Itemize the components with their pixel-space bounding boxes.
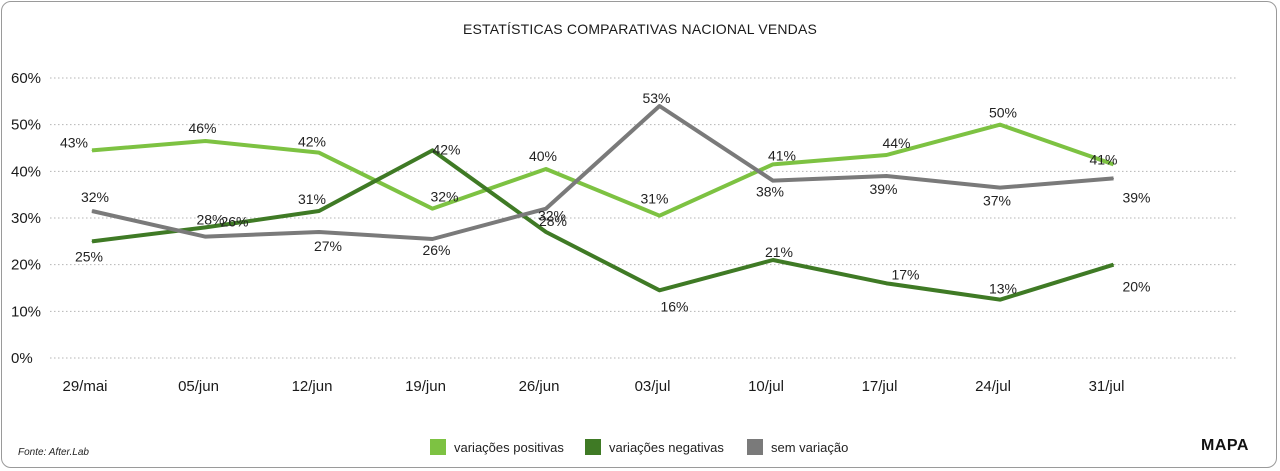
data-point bbox=[659, 105, 660, 107]
data-label: 28% bbox=[539, 213, 567, 229]
data-label: 43% bbox=[60, 134, 88, 150]
data-label: 31% bbox=[298, 191, 326, 207]
data-point bbox=[545, 231, 547, 233]
data-point bbox=[205, 140, 206, 142]
data-point bbox=[91, 149, 93, 151]
data-label: 44% bbox=[882, 135, 910, 151]
legend-swatch-negative bbox=[585, 439, 601, 455]
legend-label-negative: variações negativas bbox=[609, 439, 724, 455]
data-point bbox=[91, 210, 93, 212]
data-label: 42% bbox=[432, 141, 460, 157]
data-point bbox=[432, 208, 433, 210]
brand-logo: MAPA bbox=[1201, 437, 1249, 454]
data-label: 32% bbox=[81, 189, 109, 205]
line-chart: 0% 10% 20% 30% 40% 50% 60% 29/mai 05/jun 12/jun 19… bbox=[11, 70, 1238, 395]
source-note: Fonte: After.Lab bbox=[18, 447, 89, 458]
legend-item-positive: variações positivas bbox=[430, 439, 564, 455]
x-tick-label: 03/jul bbox=[635, 378, 671, 395]
x-tick-label: 29/mai bbox=[62, 378, 107, 395]
data-point bbox=[91, 240, 93, 242]
legend-swatch-positive bbox=[430, 439, 446, 455]
data-point bbox=[772, 163, 774, 165]
data-point bbox=[999, 299, 1001, 301]
x-tick-label: 24/jul bbox=[975, 378, 1011, 395]
data-point bbox=[205, 236, 206, 238]
y-tick-label: 40% bbox=[11, 163, 41, 180]
data-point bbox=[886, 175, 887, 177]
data-label: 39% bbox=[1122, 189, 1150, 205]
data-point bbox=[659, 289, 660, 291]
data-label: 37% bbox=[983, 193, 1011, 209]
data-point bbox=[318, 210, 320, 212]
data-label: 32% bbox=[430, 189, 458, 205]
data-label: 25% bbox=[75, 248, 103, 264]
legend-swatch-neutral bbox=[747, 439, 763, 455]
chart-title: ESTATÍSTICAS COMPARATIVAS NACIONAL VENDA… bbox=[462, 21, 818, 37]
data-label: 26% bbox=[220, 214, 248, 230]
data-point bbox=[318, 152, 320, 154]
x-tick-label: 12/jun bbox=[292, 378, 333, 395]
y-tick-label: 60% bbox=[11, 70, 41, 87]
data-point bbox=[772, 180, 774, 182]
x-tick-label: 10/jul bbox=[748, 378, 784, 395]
data-label: 27% bbox=[314, 238, 342, 254]
data-point bbox=[659, 215, 660, 217]
data-label: 17% bbox=[891, 266, 919, 282]
data-label: 26% bbox=[422, 242, 450, 258]
data-label: 20% bbox=[1122, 279, 1150, 295]
data-point bbox=[205, 226, 206, 228]
series-line bbox=[91, 122, 1115, 218]
data-label: 41% bbox=[768, 147, 796, 163]
series-line bbox=[91, 148, 1115, 302]
x-tick-label: 19/jun bbox=[405, 378, 446, 395]
data-label: 13% bbox=[989, 281, 1017, 297]
x-tick-label: 31/jul bbox=[1089, 378, 1125, 395]
data-label: 21% bbox=[765, 244, 793, 260]
data-label: 32% bbox=[538, 208, 566, 224]
legend-item-neutral: sem variação bbox=[747, 439, 848, 455]
data-label: 28% bbox=[196, 211, 224, 227]
legend-item-negative: variações negativas bbox=[585, 439, 724, 455]
data-label: 53% bbox=[642, 90, 670, 106]
y-tick-label: 20% bbox=[11, 257, 41, 274]
y-tick-label: 30% bbox=[11, 210, 41, 227]
data-point bbox=[1113, 177, 1114, 179]
data-point bbox=[545, 208, 547, 210]
data-point bbox=[1113, 264, 1114, 266]
data-point bbox=[772, 259, 774, 261]
x-tick-label: 05/jun bbox=[178, 378, 219, 395]
data-label: 31% bbox=[640, 191, 668, 207]
data-point bbox=[999, 187, 1001, 189]
data-point bbox=[1113, 163, 1114, 165]
data-label: 41% bbox=[1089, 151, 1117, 167]
data-label: 40% bbox=[529, 148, 557, 164]
data-label: 16% bbox=[660, 298, 688, 314]
data-label: 42% bbox=[298, 134, 326, 150]
data-point bbox=[545, 168, 547, 170]
data-label: 46% bbox=[188, 120, 216, 136]
x-tick-label: 17/jul bbox=[862, 378, 898, 395]
data-point bbox=[999, 124, 1001, 126]
series-line bbox=[91, 104, 1114, 241]
x-tick-label: 26/jun bbox=[519, 378, 560, 395]
y-tick-label: 0% bbox=[11, 350, 33, 367]
data-label: 39% bbox=[869, 181, 897, 197]
data-label: 38% bbox=[756, 184, 784, 200]
data-point bbox=[318, 231, 320, 233]
data-point bbox=[432, 149, 433, 151]
data-point bbox=[886, 282, 887, 284]
data-label: 50% bbox=[989, 105, 1017, 121]
y-tick-label: 10% bbox=[11, 303, 41, 320]
legend: variações positivas variações negativas … bbox=[0, 439, 1280, 459]
data-point bbox=[432, 238, 433, 240]
data-point bbox=[886, 154, 887, 156]
legend-label-positive: variações positivas bbox=[454, 439, 564, 455]
y-tick-label: 50% bbox=[11, 117, 41, 134]
legend-label-neutral: sem variação bbox=[771, 439, 849, 455]
